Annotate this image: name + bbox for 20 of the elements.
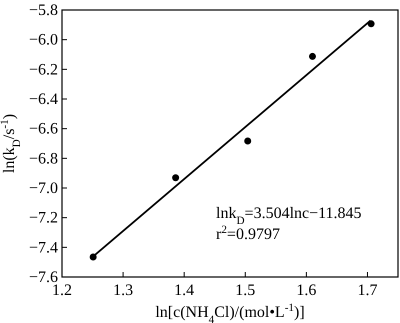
- x-tick-label: 1.7: [357, 282, 378, 299]
- x-tick-label: 1.3: [113, 282, 134, 299]
- point: [172, 174, 180, 182]
- y-tick-label: −6.4: [28, 91, 58, 108]
- y-tick-label: −5.8: [28, 2, 58, 19]
- y-tick-label: −6.8: [28, 150, 58, 168]
- annotation: r$^{2}$=0.9797: [216, 224, 280, 243]
- y-tick-label: −6.0: [28, 32, 58, 49]
- y-tick-label: −7.0: [28, 180, 58, 197]
- x-axis-title: ln[c(NH$_{4}$Cl)/(mol•L$^{-1}$)]: [155, 302, 305, 323]
- y-tick-label: −6.2: [28, 61, 58, 78]
- x-tick-label: 1.4: [174, 282, 194, 299]
- y-tick-label: −6.6: [28, 120, 58, 138]
- annotation: lnk$_{D}$=3.504lnc−11.845: [216, 205, 362, 227]
- point: [308, 52, 316, 60]
- y-tick-label: −7.2: [28, 210, 58, 227]
- point: [244, 137, 252, 144]
- x-tick-label: 1.6: [296, 282, 316, 299]
- x-tick-label: 1.5: [235, 282, 256, 299]
- y-tick-label: −7.4: [28, 239, 58, 256]
